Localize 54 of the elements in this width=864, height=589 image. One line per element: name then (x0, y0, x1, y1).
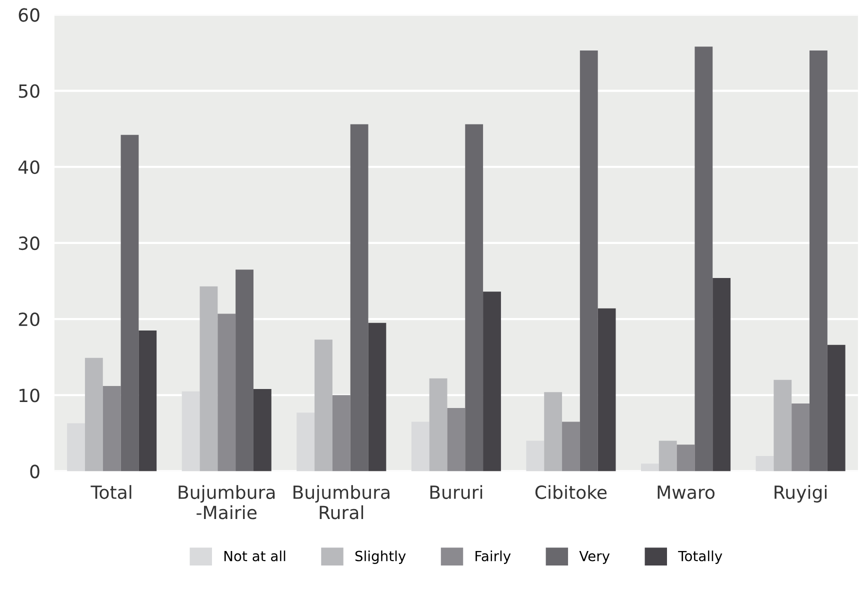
bar (526, 440, 544, 472)
legend-label: Slightly (355, 550, 406, 564)
bar (598, 308, 616, 472)
bar (182, 391, 200, 472)
bar (658, 440, 677, 472)
x-tick-label: Total (90, 485, 132, 500)
bar (411, 422, 430, 472)
bar (447, 408, 466, 472)
x-tick-label: Bujumbura -Mairie (178, 485, 275, 520)
bar (314, 340, 332, 472)
legend-label: Fairly (476, 550, 511, 564)
y-tick-label: 0 (30, 464, 40, 478)
bar (296, 412, 315, 472)
bar (756, 456, 774, 472)
bar (483, 292, 501, 472)
bar (253, 389, 272, 472)
y-tick-label: 40 (18, 160, 40, 174)
bar (84, 358, 103, 472)
y-tick-label: 10 (20, 388, 40, 402)
bar (429, 378, 448, 472)
bar (641, 464, 659, 472)
bar (694, 46, 713, 472)
bar (465, 124, 484, 472)
y-tick-label: 30 (18, 236, 40, 250)
bar (712, 278, 731, 472)
bar (236, 270, 254, 472)
bar (544, 392, 562, 472)
bar (350, 124, 368, 472)
bar (332, 395, 350, 472)
legend-label: Very (579, 550, 610, 564)
y-tick-label: 20 (18, 312, 40, 326)
bar (368, 322, 386, 472)
bar (562, 422, 580, 472)
bar (580, 50, 598, 472)
bar (810, 50, 828, 472)
bar (676, 444, 695, 472)
legend-label: Totally (678, 550, 722, 564)
bar (792, 403, 810, 472)
bar (120, 134, 139, 472)
bar (200, 286, 218, 472)
bar (67, 423, 85, 472)
bar (138, 330, 157, 472)
bar (218, 314, 236, 472)
x-tick-label: Mwaro (658, 486, 715, 500)
bar (102, 386, 121, 472)
x-tick-label: Ruyigi (774, 485, 827, 503)
legend-label: Not at all (224, 550, 286, 562)
y-tick-label: 50 (18, 84, 40, 98)
y-tick-label: 60 (18, 8, 40, 22)
bar (827, 344, 846, 472)
bar (774, 380, 792, 472)
x-tick-label: Bururi (430, 485, 482, 500)
x-tick-label: Cibitoke (535, 485, 607, 500)
x-tick-label: Bujumbura Rural (294, 485, 390, 520)
